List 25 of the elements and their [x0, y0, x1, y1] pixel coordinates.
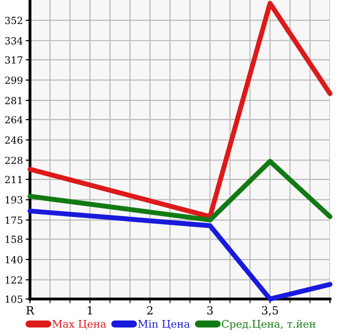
y-tick-label: 299 — [5, 76, 22, 84]
y-tick-label: 158 — [6, 236, 22, 244]
line-series — [28, 0, 332, 220]
legend-label: Max Цена — [52, 320, 106, 330]
x-tick-label: 2 — [147, 306, 152, 314]
x-tick-label: R — [26, 306, 34, 314]
line-series — [28, 158, 332, 222]
y-tick-label: 175 — [6, 216, 22, 224]
y-tick-label: 246 — [5, 136, 22, 144]
x-tick-label: 1 — [88, 306, 92, 314]
y-tick-label: 334 — [5, 37, 23, 44]
y-tick-label: 281 — [5, 96, 22, 104]
y-tick-label: 140 — [6, 256, 22, 264]
y-tick-label: 211 — [5, 176, 22, 184]
y-tick-label: 317 — [5, 56, 22, 64]
y-tick-label: 122 — [6, 276, 22, 284]
y-tick-label: 193 — [6, 196, 22, 204]
y-tick-label: 105 — [6, 295, 22, 303]
legend-label: Сред.Цена, т.йен — [222, 320, 316, 330]
x-tick-label: 3 — [207, 306, 213, 315]
y-tick-label: 352 — [5, 16, 22, 24]
legend-label: Min Цена — [138, 320, 190, 330]
y-tick-label: 228 — [5, 156, 22, 164]
x-tick-label: 3,5 — [262, 306, 278, 316]
y-tick-label: 264 — [5, 116, 23, 124]
